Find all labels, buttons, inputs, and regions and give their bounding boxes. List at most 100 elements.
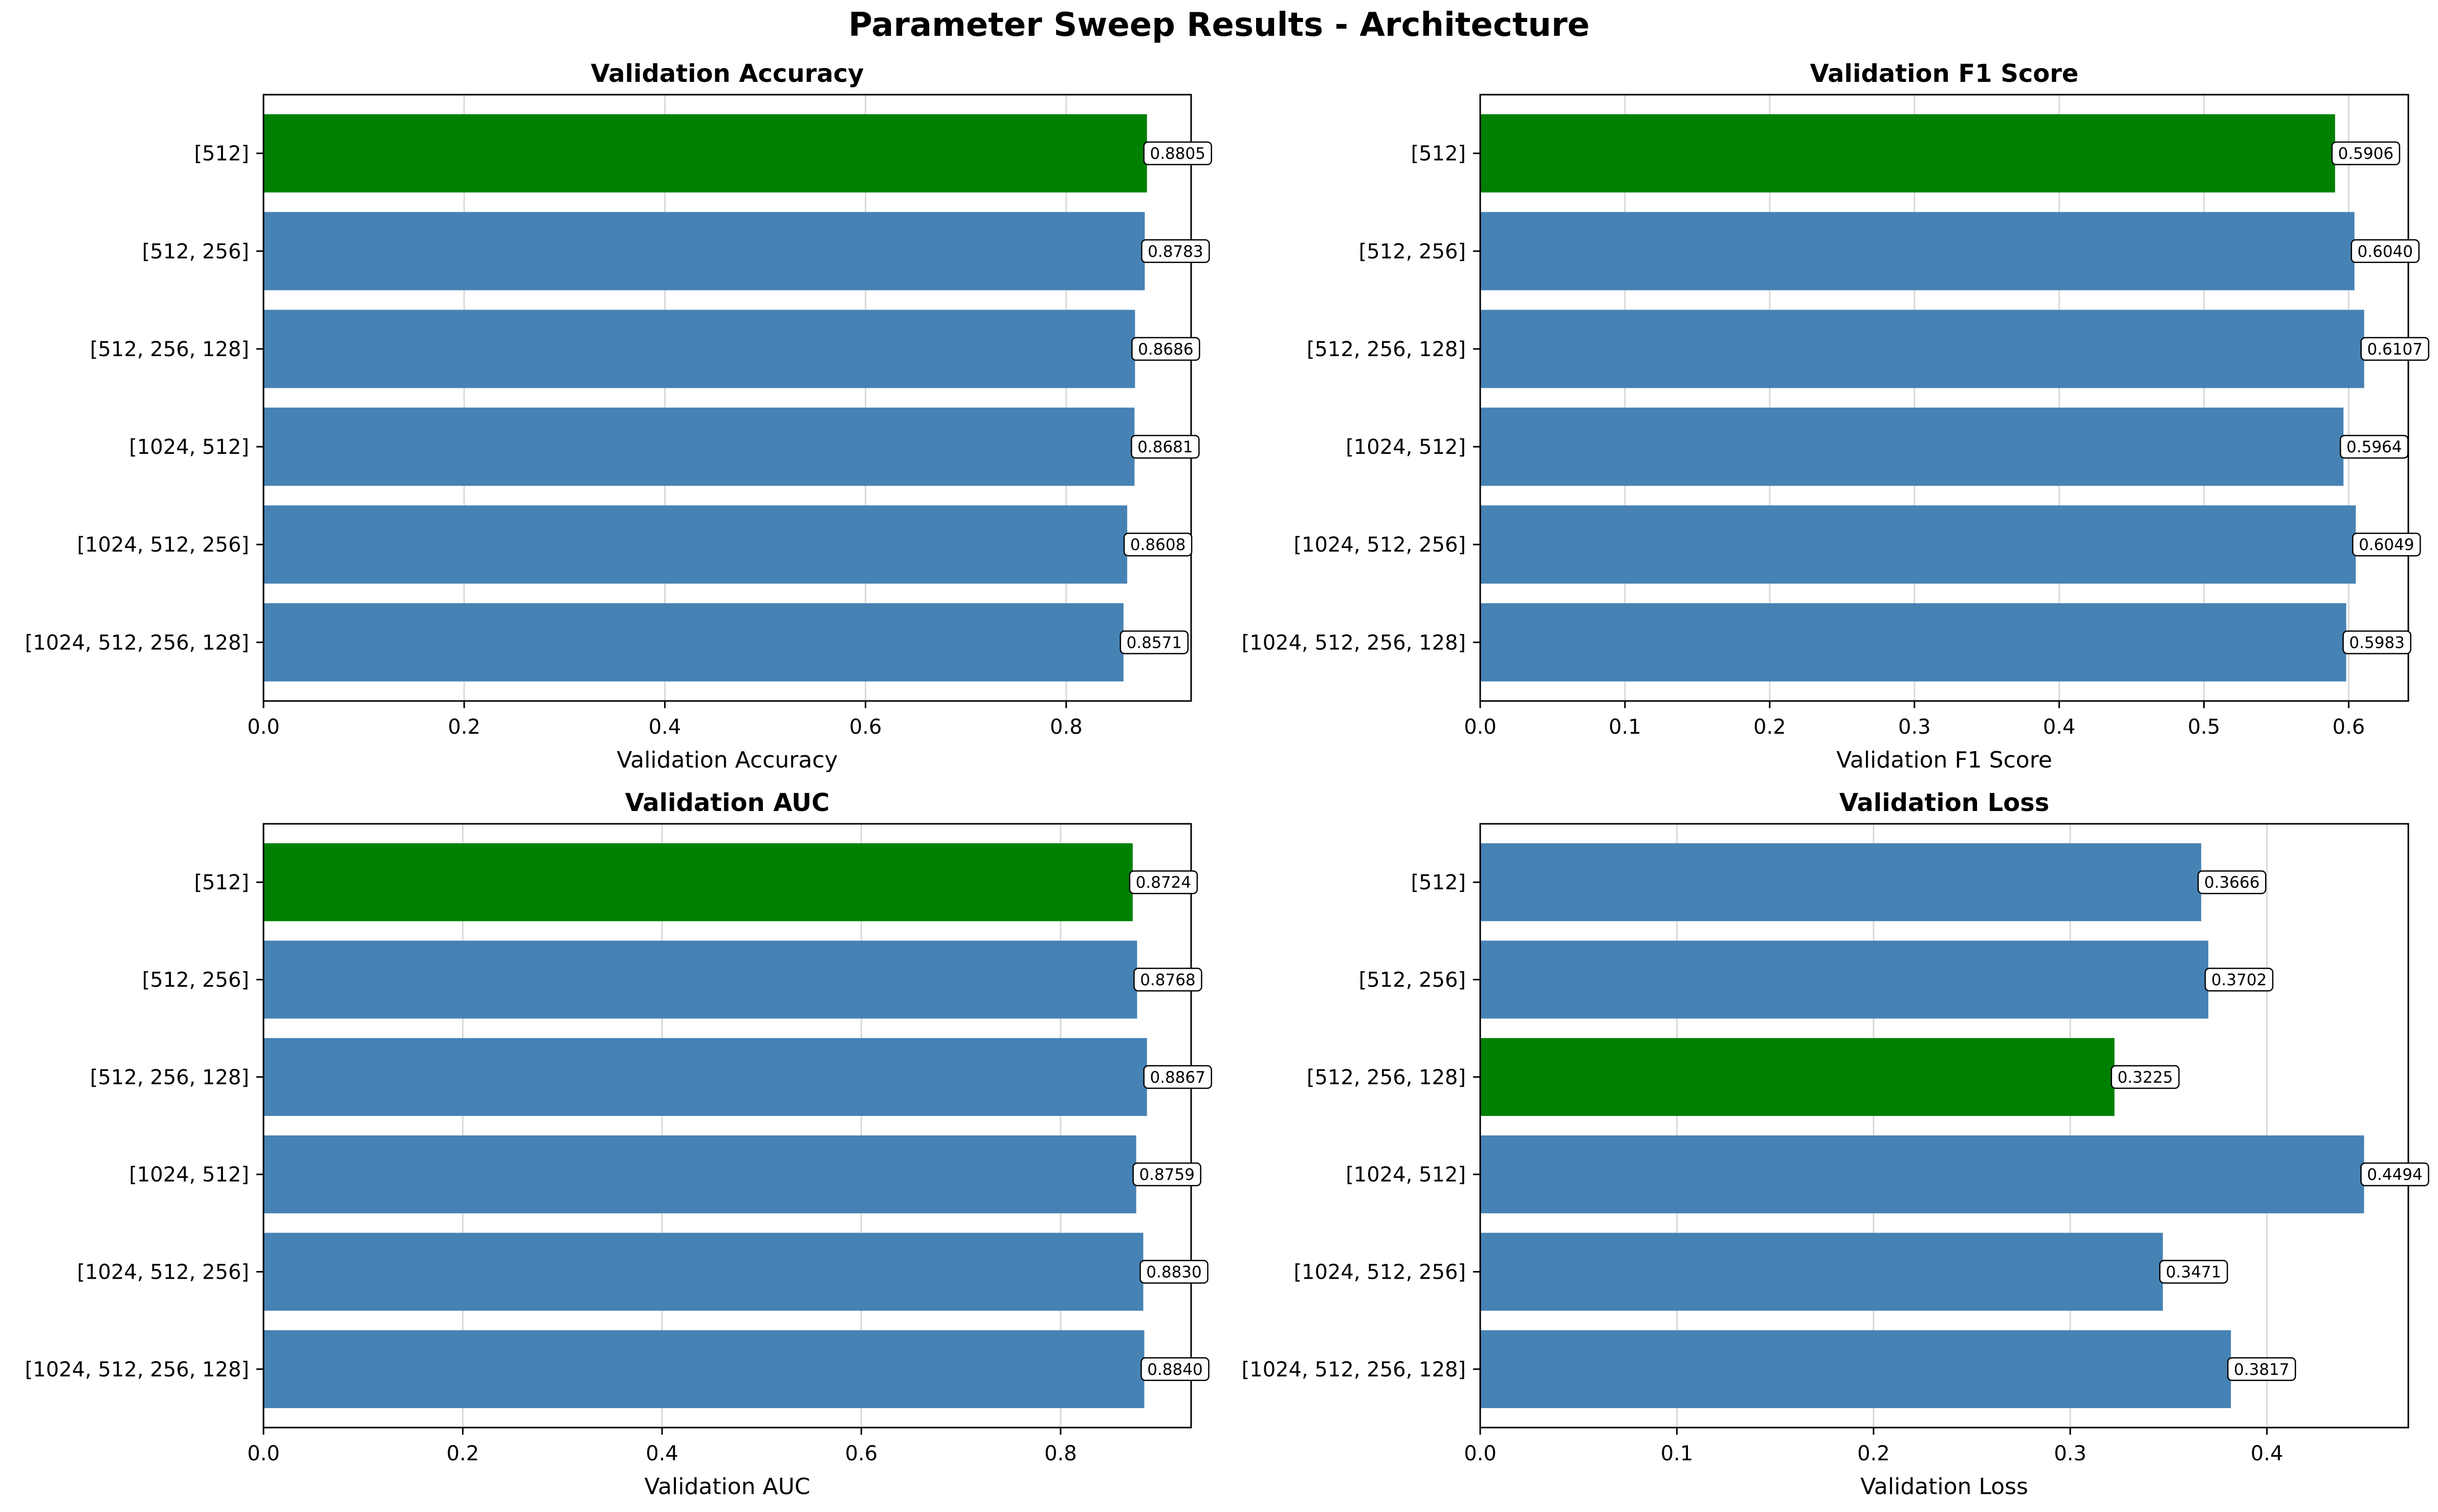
value-label-box xyxy=(1141,239,1210,264)
value-label-box xyxy=(2360,337,2429,361)
x-tick-label: 0.6 xyxy=(845,1442,878,1465)
x-axis-label: Validation Loss xyxy=(1860,1474,2028,1500)
value-label: 0.3666 xyxy=(2204,873,2259,892)
value-label: 0.8867 xyxy=(1150,1068,1205,1087)
y-tick-label: [512] xyxy=(1411,871,1466,894)
value-label: 0.8571 xyxy=(1127,633,1182,652)
value-label: 0.5964 xyxy=(2346,438,2402,456)
value-label-box xyxy=(2227,1357,2296,1382)
bar xyxy=(1480,1135,2364,1214)
value-label-box xyxy=(2352,532,2421,557)
value-label: 0.8759 xyxy=(1139,1166,1194,1184)
bar xyxy=(1480,1330,2231,1408)
value-label-box xyxy=(2342,630,2411,654)
y-tick-label: [1024, 512, 256, 128] xyxy=(25,1358,249,1382)
value-label: 0.8686 xyxy=(1138,340,1193,359)
bar xyxy=(263,843,1133,922)
x-tick-label: 0.4 xyxy=(2043,715,2076,739)
bar xyxy=(1480,212,2355,291)
y-tick-label: [1024, 512] xyxy=(1346,435,1466,459)
bar xyxy=(263,1330,1145,1408)
value-label-box xyxy=(2360,1162,2429,1187)
y-tick-label: [1024, 512, 256] xyxy=(1293,533,1466,557)
y-tick-label: [512, 256, 128] xyxy=(90,338,249,361)
value-label-box xyxy=(1131,337,1200,361)
y-tick-label: [512, 256] xyxy=(142,240,249,264)
value-label-box xyxy=(2331,141,2401,165)
bar xyxy=(263,603,1124,682)
x-axis-label: Validation AUC xyxy=(644,1474,810,1500)
y-tick-label: [512, 256] xyxy=(1359,240,1466,264)
x-axis-label: Validation Accuracy xyxy=(617,747,838,773)
figure-title: Parameter Sweep Results - Architecture xyxy=(848,6,1590,44)
value-label: 0.3702 xyxy=(2211,971,2267,990)
bar xyxy=(1480,603,2346,682)
bar xyxy=(1480,310,2364,388)
y-tick-label: [1024, 512, 256, 128] xyxy=(25,631,249,654)
y-tick-label: [512, 256] xyxy=(142,969,249,992)
y-tick-label: [1024, 512] xyxy=(1346,1163,1466,1187)
x-tick-label: 0.0 xyxy=(1464,1442,1497,1465)
y-tick-label: [1024, 512, 256] xyxy=(1293,1260,1466,1284)
value-label-box xyxy=(2204,968,2274,992)
value-label-box xyxy=(1119,630,1189,654)
x-tick-label: 0.0 xyxy=(1464,715,1497,739)
value-label-box xyxy=(2111,1065,2180,1089)
value-label: 0.8805 xyxy=(1150,145,1205,163)
x-tick-label: 0.1 xyxy=(1609,715,1641,739)
value-label-box xyxy=(1133,968,1202,992)
y-tick-label: [1024, 512] xyxy=(129,1163,249,1187)
x-tick-label: 0.4 xyxy=(649,715,682,739)
y-tick-label: [512, 256, 128] xyxy=(1307,1066,1466,1089)
value-label: 0.8608 xyxy=(1130,536,1185,554)
x-tick-label: 0.4 xyxy=(2251,1442,2283,1465)
y-tick-label: [512] xyxy=(194,871,249,894)
y-tick-label: [1024, 512] xyxy=(129,435,249,459)
value-label: 0.8681 xyxy=(1137,438,1193,456)
y-tick-label: [1024, 512, 256] xyxy=(77,1260,249,1284)
x-tick-label: 0.3 xyxy=(1898,715,1931,739)
value-label: 0.8768 xyxy=(1140,971,1195,990)
value-label-box xyxy=(2197,870,2267,894)
bar xyxy=(263,940,1137,1019)
value-label-box xyxy=(1129,870,1198,894)
value-label: 0.8830 xyxy=(1146,1263,1201,1281)
x-tick-label: 0.2 xyxy=(448,715,480,739)
x-axis-label: Validation F1 Score xyxy=(1836,747,2052,773)
x-tick-label: 0.0 xyxy=(247,715,280,739)
bar xyxy=(1480,407,2344,486)
value-label-box xyxy=(1131,434,1200,459)
value-label: 0.3471 xyxy=(2166,1263,2221,1281)
value-label: 0.3225 xyxy=(2117,1068,2172,1087)
y-tick-label: [512, 256, 128] xyxy=(90,1066,249,1089)
value-label-box xyxy=(1132,1162,1201,1187)
subplot-title: Validation F1 Score xyxy=(1810,59,2079,88)
y-tick-label: [1024, 512, 256, 128] xyxy=(1242,1358,1466,1382)
x-tick-label: 0.3 xyxy=(2054,1442,2086,1465)
value-label: 0.5906 xyxy=(2338,145,2393,163)
subplot-title: Validation AUC xyxy=(625,788,830,817)
value-label-box xyxy=(2340,434,2409,459)
bar xyxy=(263,1135,1136,1214)
y-tick-label: [1024, 512, 256, 128] xyxy=(1242,631,1466,654)
bar xyxy=(263,310,1135,388)
value-label: 0.8840 xyxy=(1147,1361,1202,1379)
bar xyxy=(263,212,1145,291)
value-label: 0.6040 xyxy=(2358,243,2413,261)
bar xyxy=(1480,1038,2115,1116)
x-tick-label: 0.1 xyxy=(1661,1442,1694,1465)
bar xyxy=(263,114,1147,193)
subplot-title: Validation Accuracy xyxy=(591,59,864,88)
value-label-box xyxy=(1143,1065,1212,1089)
value-label-box xyxy=(1140,1357,1210,1382)
x-tick-label: 0.2 xyxy=(447,1442,479,1465)
x-tick-label: 0.2 xyxy=(1857,1442,1890,1465)
value-label-box xyxy=(1123,532,1193,557)
x-tick-label: 0.6 xyxy=(2333,715,2365,739)
subplot-title: Validation Loss xyxy=(1839,788,2050,817)
value-label-box xyxy=(1139,1260,1209,1284)
bar xyxy=(1480,843,2202,922)
value-label: 0.8783 xyxy=(1148,243,1203,261)
y-tick-label: [1024, 512, 256] xyxy=(77,533,249,557)
